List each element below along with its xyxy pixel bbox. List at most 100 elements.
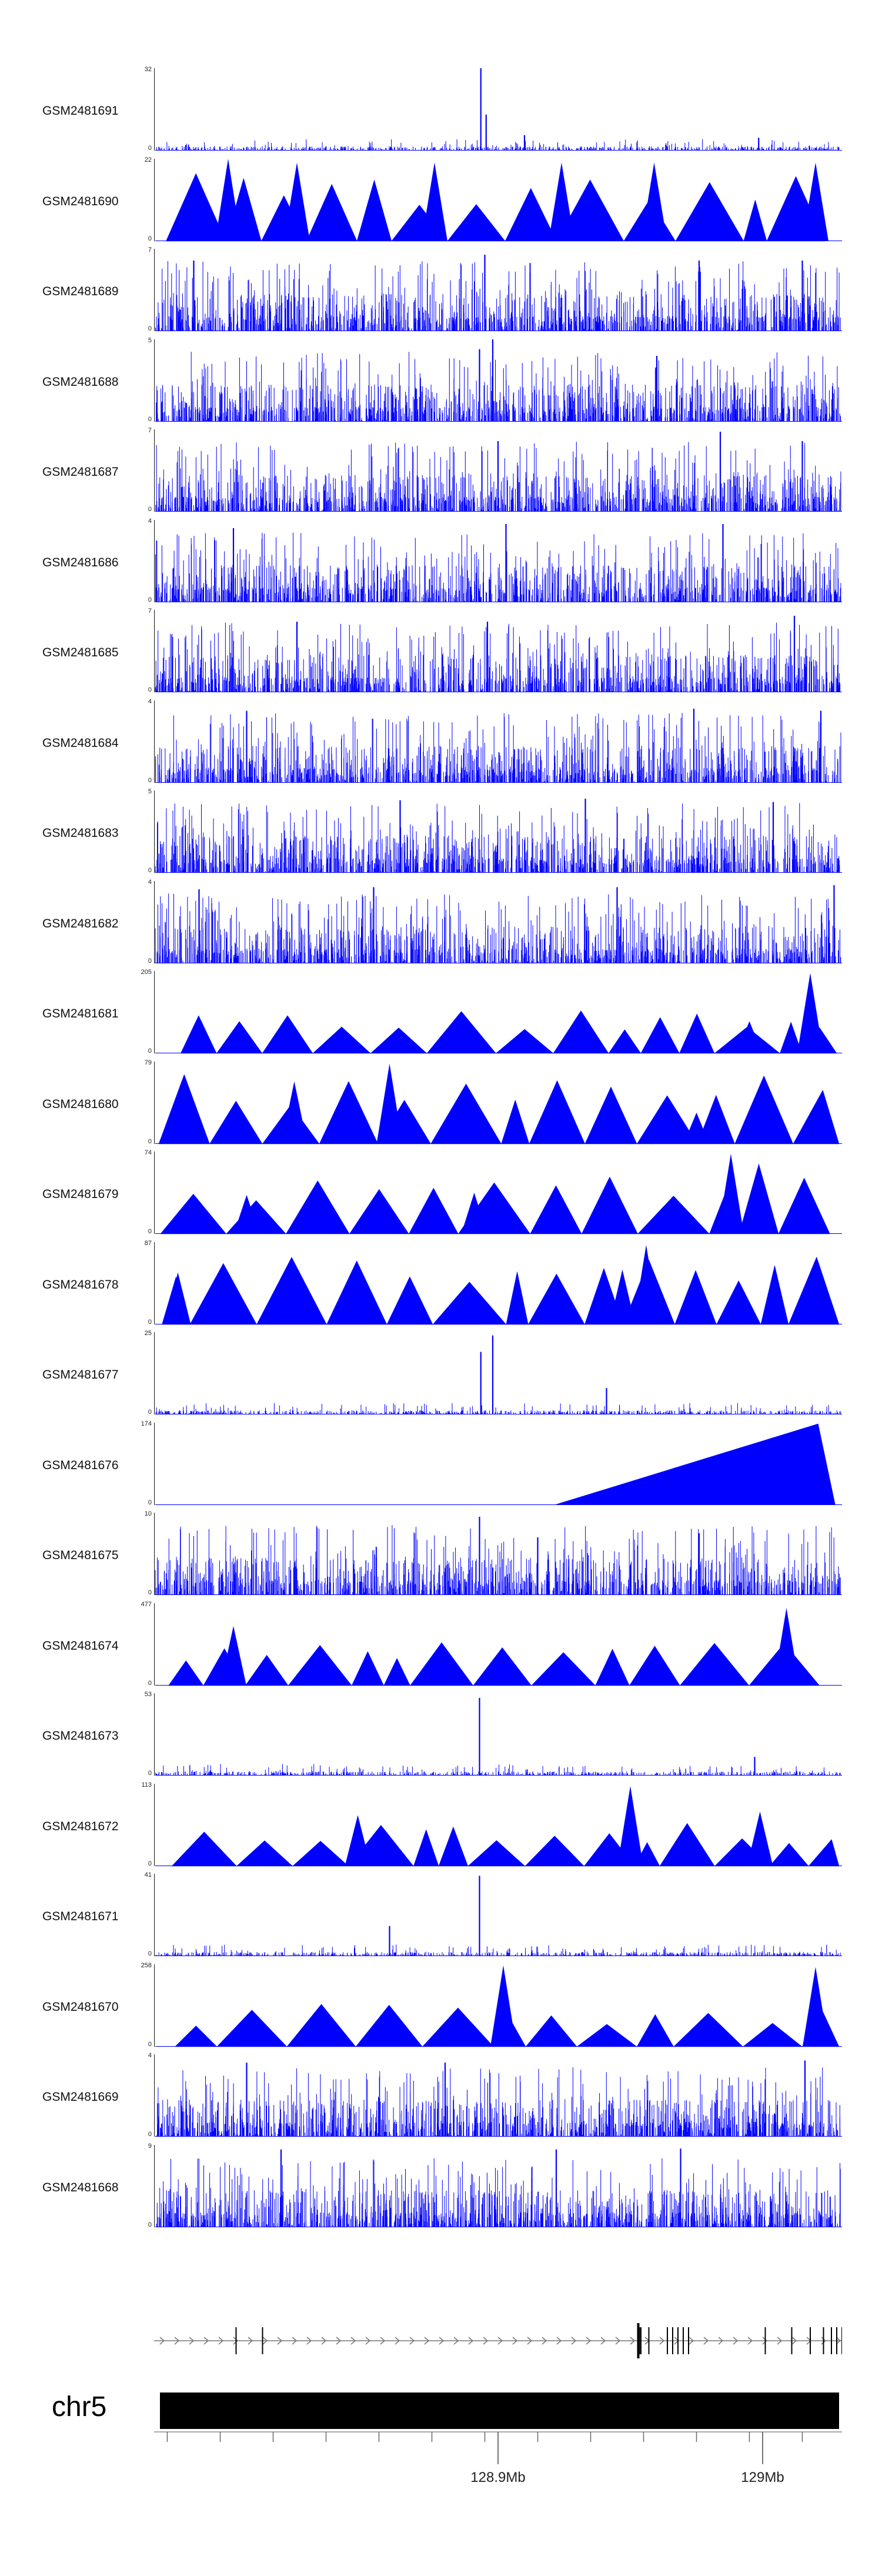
strand-arrow bbox=[350, 2337, 356, 2345]
track-ymin-label: 0 bbox=[148, 1409, 152, 1416]
signal-plot bbox=[154, 1693, 842, 1776]
track-GSM2481691: GSM2481691 32 0 bbox=[0, 66, 882, 157]
track-ymax-label: 174 bbox=[141, 1420, 152, 1427]
signal-plot bbox=[154, 519, 842, 602]
y-axis bbox=[154, 1964, 155, 2047]
strand-arrow bbox=[733, 2337, 739, 2345]
signal-plot bbox=[154, 2144, 842, 2227]
strand-arrow bbox=[174, 2337, 180, 2345]
strand-arrow bbox=[321, 2337, 327, 2345]
track-ymax-label: 113 bbox=[141, 1781, 152, 1788]
exon-mark bbox=[262, 2327, 263, 2354]
strand-arrow bbox=[762, 2337, 768, 2345]
signal-plot bbox=[154, 158, 842, 242]
signal-peak bbox=[736, 1021, 763, 1053]
track-ymin-label: 0 bbox=[148, 1589, 152, 1596]
strand-arrow bbox=[453, 2337, 459, 2345]
strand-arrow bbox=[365, 2337, 371, 2345]
strand-arrow bbox=[159, 2337, 165, 2345]
track-ymin-label: 0 bbox=[148, 1499, 152, 1506]
exon-mark bbox=[836, 2327, 837, 2354]
track-label: GSM2481677 bbox=[42, 1368, 119, 1382]
strand-arrow bbox=[659, 2337, 665, 2345]
strand-arrow bbox=[233, 2337, 239, 2345]
signal-peak bbox=[773, 1607, 800, 1686]
signal-peak bbox=[422, 162, 447, 241]
y-axis bbox=[154, 339, 155, 422]
track-ymax-label: 9 bbox=[148, 2142, 152, 2150]
signal-plot bbox=[154, 700, 842, 783]
strand-arrow bbox=[483, 2337, 489, 2345]
signal-peak bbox=[718, 1153, 744, 1234]
strand-arrow bbox=[292, 2337, 298, 2345]
chromosome-ideogram bbox=[160, 2393, 839, 2429]
track-ymin-label: 0 bbox=[148, 415, 152, 423]
signal-bars bbox=[155, 1403, 841, 1414]
signal-bars bbox=[155, 622, 841, 692]
signal-bars bbox=[155, 1525, 841, 1595]
signal-peak bbox=[549, 162, 574, 241]
y-axis bbox=[154, 1061, 155, 1144]
y-axis bbox=[154, 1332, 155, 1415]
signal-bars bbox=[155, 442, 841, 512]
signal-plot bbox=[154, 1513, 842, 1596]
exon-mark bbox=[810, 2327, 811, 2354]
track-GSM2481676: GSM2481676 174 0 bbox=[0, 1420, 882, 1511]
signal-peak bbox=[284, 162, 310, 241]
signal-bars bbox=[155, 893, 841, 963]
track-label: GSM2481680 bbox=[42, 1097, 119, 1111]
strand-arrow bbox=[497, 2337, 503, 2345]
track-label: GSM2481691 bbox=[42, 104, 119, 118]
strand-arrow bbox=[718, 2337, 724, 2345]
strand-arrow bbox=[439, 2337, 445, 2345]
strand-arrow bbox=[248, 2337, 253, 2345]
strand-arrow bbox=[218, 2337, 224, 2345]
strand-arrow bbox=[512, 2337, 518, 2345]
track-ymin-label: 0 bbox=[148, 1318, 152, 1326]
y-axis bbox=[154, 519, 155, 602]
track-ymax-label: 32 bbox=[144, 66, 152, 73]
strand-arrow bbox=[527, 2337, 533, 2345]
signal-area bbox=[162, 1256, 840, 1325]
exon-mark bbox=[639, 2327, 640, 2354]
track-ymin-label: 0 bbox=[148, 1950, 152, 1957]
track-label: GSM2481689 bbox=[42, 285, 119, 298]
signal-plot bbox=[154, 1964, 842, 2047]
signal-plot bbox=[154, 429, 842, 512]
signal-peak bbox=[165, 1272, 191, 1324]
track-ymax-label: 4 bbox=[148, 517, 152, 525]
exon-mark bbox=[683, 2327, 684, 2354]
exon-mark bbox=[640, 2327, 642, 2354]
signal-peak bbox=[281, 1081, 308, 1144]
track-label: GSM2481688 bbox=[42, 375, 119, 389]
track-label: GSM2481678 bbox=[42, 1277, 119, 1292]
track-GSM2481669: GSM2481669 4 0 bbox=[0, 2052, 882, 2143]
exon-mark bbox=[688, 2327, 689, 2354]
signal-plot bbox=[154, 1603, 842, 1686]
x-tick-label: 128.9Mb bbox=[470, 2470, 525, 2485]
track-GSM2481689: GSM2481689 7 0 bbox=[0, 246, 882, 338]
track-ymax-label: 74 bbox=[144, 1149, 152, 1156]
track-ymax-label: 5 bbox=[148, 788, 152, 795]
track-GSM2481681: GSM2481681 205 0 bbox=[0, 969, 882, 1060]
y-axis bbox=[154, 1422, 155, 1505]
y-axis bbox=[154, 158, 155, 241]
y-axis bbox=[154, 68, 155, 151]
track-ymin-label: 0 bbox=[148, 235, 152, 242]
y-axis bbox=[154, 2144, 155, 2227]
signal-area bbox=[171, 1823, 840, 1867]
track-ymax-label: 87 bbox=[144, 1239, 152, 1247]
signal-bars bbox=[156, 2067, 841, 2137]
track-label: GSM2481686 bbox=[42, 555, 119, 569]
signal-plot bbox=[154, 339, 842, 422]
signal-area bbox=[553, 1423, 836, 1505]
track-ymax-label: 5 bbox=[148, 336, 152, 344]
signal-area bbox=[166, 172, 826, 242]
strand-arrow bbox=[600, 2337, 606, 2345]
exon-mark bbox=[235, 2327, 237, 2354]
track-ymax-label: 10 bbox=[144, 1510, 152, 1517]
track-GSM2481679: GSM2481679 74 0 bbox=[0, 1149, 882, 1240]
exon-mark bbox=[791, 2327, 793, 2354]
signal-peak bbox=[617, 1786, 643, 1866]
